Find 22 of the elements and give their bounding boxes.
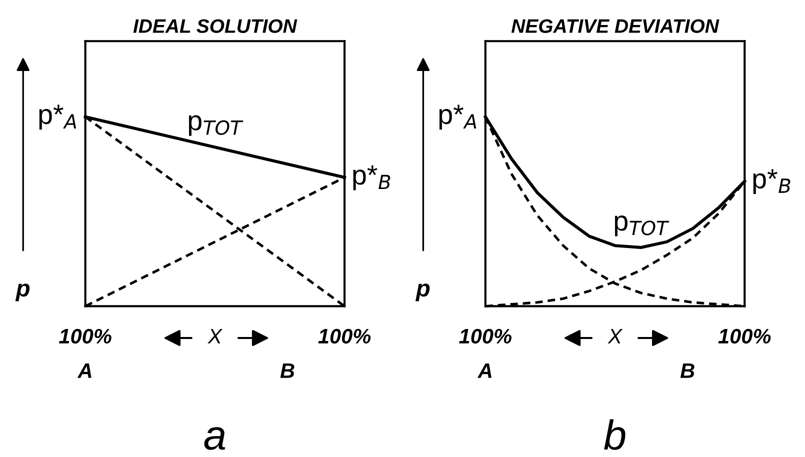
text: 100% [459,328,512,344]
text: B [280,364,294,378]
text: 100% [59,328,112,344]
text: b [604,419,626,450]
y-axis-title: p [15,284,30,302]
x-axis-title: X [608,329,623,344]
annotation: p*$_{B}$ [353,165,390,190]
text: a [204,427,226,450]
text: 100% [318,328,371,344]
y-axis-title: p [415,284,430,302]
annotation: p$_{TOT}$ [614,216,670,236]
text: p*$_{B}$ [753,169,790,194]
text: A [77,364,92,378]
text: B [680,364,694,378]
annotation: p$_{TOT}$ [188,115,244,136]
text: 100% [718,328,771,344]
chart-title: IDEAL SOLUTION [133,19,298,33]
chart-title: NEGATIVE DEVIATION [511,19,720,33]
x-axis-title: X [208,329,223,344]
annotation: p*$_{A}$ [39,104,76,130]
text: A [477,364,492,378]
annotation: p*$_{A}$ [439,104,476,130]
